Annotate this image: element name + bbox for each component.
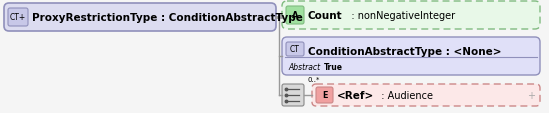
Text: <Ref>: <Ref>: [337, 90, 374, 100]
Text: Abstract: Abstract: [288, 63, 320, 72]
Text: E: E: [322, 91, 327, 100]
FancyBboxPatch shape: [282, 2, 540, 30]
Text: ProxyRestrictionType : ConditionAbstractType: ProxyRestrictionType : ConditionAbstract…: [32, 13, 303, 23]
FancyBboxPatch shape: [286, 43, 304, 56]
FancyBboxPatch shape: [4, 4, 276, 32]
FancyBboxPatch shape: [312, 84, 540, 106]
Text: True: True: [324, 63, 343, 72]
Text: ConditionAbstractType : <None>: ConditionAbstractType : <None>: [308, 47, 501, 56]
FancyBboxPatch shape: [286, 7, 304, 25]
FancyBboxPatch shape: [316, 87, 333, 103]
Text: 0..*: 0..*: [307, 76, 320, 82]
FancyBboxPatch shape: [8, 9, 28, 27]
Text: CT: CT: [290, 45, 300, 54]
Text: CT+: CT+: [10, 13, 26, 22]
Text: +: +: [527, 90, 535, 100]
Text: Count: Count: [308, 11, 343, 21]
Text: A: A: [292, 11, 298, 20]
FancyBboxPatch shape: [282, 38, 540, 75]
Text: : nonNegativeInteger: : nonNegativeInteger: [342, 11, 455, 21]
FancyBboxPatch shape: [282, 84, 304, 106]
Text: : Audience: : Audience: [375, 90, 433, 100]
